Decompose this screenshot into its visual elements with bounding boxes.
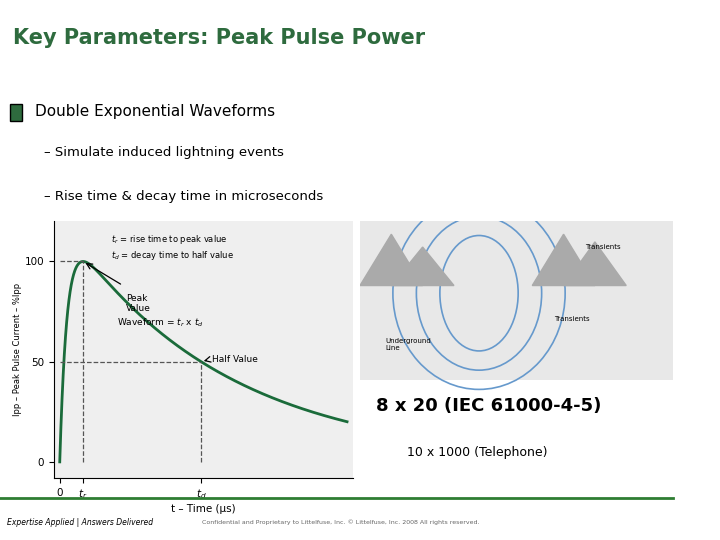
Text: CIRCUIT
PROTECTION
SOLUTIONS: CIRCUIT PROTECTION SOLUTIONS xyxy=(580,43,630,65)
Text: Transients: Transients xyxy=(554,316,590,322)
Polygon shape xyxy=(360,234,423,286)
Text: Half Value: Half Value xyxy=(212,355,258,364)
Polygon shape xyxy=(564,242,626,286)
Text: Expertise Applied | Answers Delivered: Expertise Applied | Answers Delivered xyxy=(6,517,153,526)
Text: Underground
Line: Underground Line xyxy=(385,338,431,351)
X-axis label: t – Time (μs): t – Time (μs) xyxy=(171,504,235,514)
Polygon shape xyxy=(392,247,454,286)
Text: Peak
Value: Peak Value xyxy=(126,294,150,313)
Text: Transients: Transients xyxy=(585,244,621,250)
Text: Confidential and Proprietary to Littelfuse, Inc. © Littelfuse, Inc. 2008 All rig: Confidential and Proprietary to Littelfu… xyxy=(202,519,480,525)
Text: 10 x 1000 (Telephone): 10 x 1000 (Telephone) xyxy=(407,446,547,459)
Y-axis label: Ipp – Peak Pulse Current – %Ipp: Ipp – Peak Pulse Current – %Ipp xyxy=(13,283,22,416)
Text: Waveform = $t_r$ x $t_d$: Waveform = $t_r$ x $t_d$ xyxy=(117,316,204,329)
Text: $t_d$ = decay time to half value: $t_d$ = decay time to half value xyxy=(112,249,235,262)
Text: 8 x 20 (IEC 61000-4-5): 8 x 20 (IEC 61000-4-5) xyxy=(376,397,601,415)
FancyBboxPatch shape xyxy=(360,221,673,380)
Text: Key Parameters: Peak Pulse Power: Key Parameters: Peak Pulse Power xyxy=(14,28,426,48)
Text: – Rise time & decay time in microseconds: – Rise time & decay time in microseconds xyxy=(44,190,323,203)
Text: – Simulate induced lightning events: – Simulate induced lightning events xyxy=(44,146,284,159)
Text: $t_r$ = rise time to peak value: $t_r$ = rise time to peak value xyxy=(112,233,228,246)
Text: Double Exponential Waveforms: Double Exponential Waveforms xyxy=(35,104,275,119)
Polygon shape xyxy=(532,234,595,286)
FancyBboxPatch shape xyxy=(10,104,22,122)
